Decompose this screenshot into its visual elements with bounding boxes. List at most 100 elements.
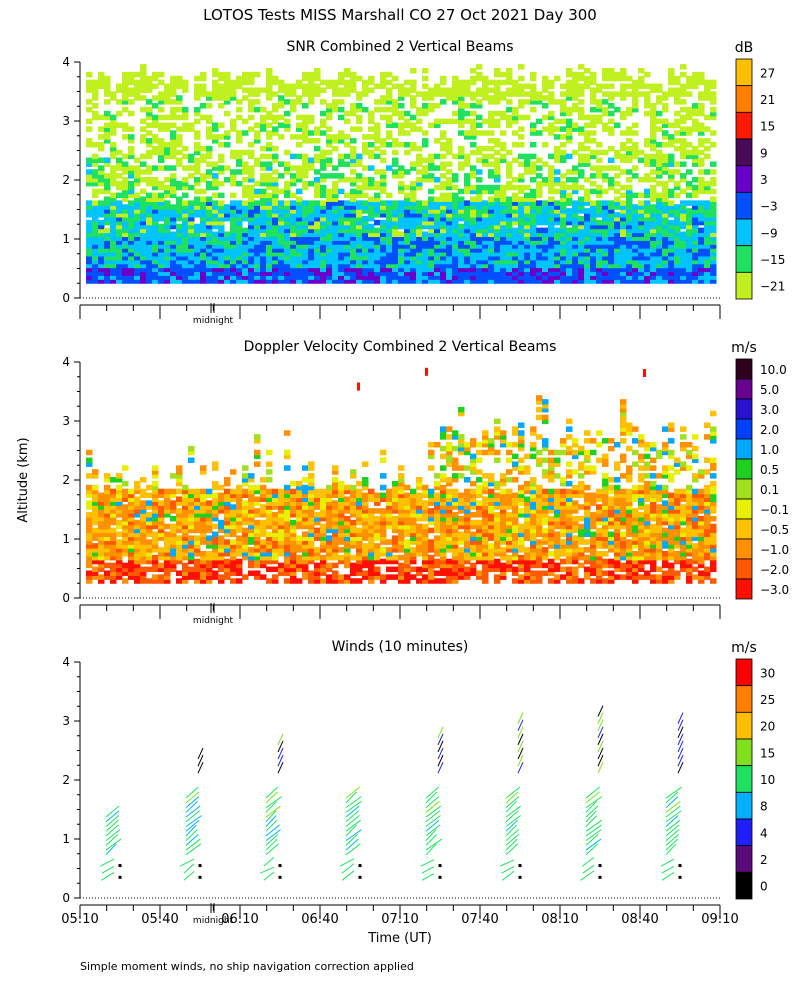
snr-cell — [356, 278, 363, 284]
doppler-cell — [320, 535, 327, 541]
snr-cell — [224, 235, 231, 241]
doppler-cell — [254, 449, 261, 456]
snr-cell — [164, 231, 171, 238]
doppler-cell — [182, 508, 189, 514]
snr-cell — [110, 270, 117, 276]
snr-cell — [572, 227, 579, 234]
doppler-cell — [200, 496, 207, 502]
snr-cell — [272, 180, 279, 187]
doppler-cell — [224, 547, 231, 553]
snr-cell — [458, 118, 465, 125]
doppler-cell — [98, 566, 105, 573]
snr-cell — [92, 250, 99, 257]
doppler-cell — [284, 430, 291, 436]
snr-cell — [182, 231, 189, 238]
snr-cell — [278, 227, 285, 234]
snr-cell — [452, 243, 459, 249]
snr-cell — [434, 239, 441, 245]
snr-cell — [476, 157, 483, 164]
doppler-cell — [248, 550, 255, 557]
snr-cell — [350, 75, 357, 82]
snr-cell — [302, 165, 309, 171]
snr-cell — [380, 250, 387, 257]
snr-cell — [236, 161, 243, 167]
snr-cell — [434, 212, 441, 218]
snr-cell — [608, 184, 615, 191]
snr-cell — [194, 254, 201, 261]
snr-cell — [302, 91, 309, 97]
snr-cell — [134, 223, 141, 230]
snr-cell — [560, 153, 567, 160]
snr-cell — [254, 106, 261, 113]
snr-cell — [560, 157, 567, 164]
snr-cell — [350, 227, 357, 234]
snr-cell — [650, 153, 657, 160]
doppler-cell — [308, 508, 315, 514]
doppler-cell — [158, 574, 165, 580]
doppler-cell — [128, 574, 135, 580]
snr-cell — [128, 204, 135, 210]
snr-cell — [224, 165, 231, 171]
snr-cell — [170, 247, 177, 253]
doppler-cell — [128, 550, 135, 557]
snr-cell — [620, 83, 627, 90]
snr-cell — [176, 180, 183, 187]
snr-cell — [572, 254, 579, 261]
doppler-cell — [218, 508, 225, 514]
snr-cell — [644, 227, 651, 234]
snr-cell — [242, 130, 249, 136]
doppler-cell — [158, 547, 165, 553]
doppler-cell — [260, 574, 267, 580]
snr-cell — [506, 262, 513, 269]
snr-cell — [206, 126, 213, 132]
snr-cell — [632, 95, 639, 101]
snr-cell — [656, 270, 663, 276]
snr-cell — [146, 215, 153, 222]
snr-cell — [512, 262, 519, 269]
doppler-cell — [176, 547, 183, 553]
snr-cell — [626, 200, 633, 206]
doppler-cell — [200, 504, 207, 510]
doppler-cell — [116, 488, 123, 495]
snr-cell — [380, 231, 387, 238]
snr-cell — [710, 212, 717, 218]
snr-cell — [152, 215, 159, 222]
doppler-cell — [194, 512, 201, 518]
snr-cell — [392, 215, 399, 222]
doppler-cell — [164, 504, 171, 510]
snr-cell — [104, 247, 111, 253]
doppler-cell — [224, 488, 231, 495]
doppler-cell — [338, 539, 345, 545]
snr-cell — [470, 243, 477, 249]
snr-cell — [260, 223, 267, 230]
snr-cell — [566, 200, 573, 206]
snr-cell — [680, 212, 687, 218]
snr-cell — [434, 200, 441, 206]
doppler-cell — [242, 515, 249, 522]
snr-cell — [578, 196, 585, 202]
snr-cell — [380, 227, 387, 234]
snr-cell — [434, 266, 441, 273]
snr-cell — [632, 204, 639, 210]
snr-cell — [248, 254, 255, 261]
snr-cell — [500, 208, 507, 214]
snr-cell — [668, 91, 675, 97]
snr-cell — [656, 95, 663, 101]
snr-cell — [506, 118, 513, 125]
snr-cell — [122, 223, 129, 230]
doppler-cell — [296, 523, 303, 530]
snr-cell — [254, 215, 261, 222]
snr-cell — [290, 219, 297, 226]
snr-cell — [608, 145, 615, 152]
doppler-cell — [140, 477, 147, 483]
snr-cell — [332, 262, 339, 269]
snr-cell — [578, 83, 585, 90]
snr-cell — [230, 212, 237, 218]
snr-cell — [554, 149, 561, 156]
doppler-cell — [284, 449, 291, 456]
snr-cell — [356, 177, 363, 183]
snr-cell — [488, 118, 495, 125]
snr-cell — [584, 138, 591, 144]
doppler-cell — [194, 504, 201, 510]
snr-cell — [200, 196, 207, 202]
